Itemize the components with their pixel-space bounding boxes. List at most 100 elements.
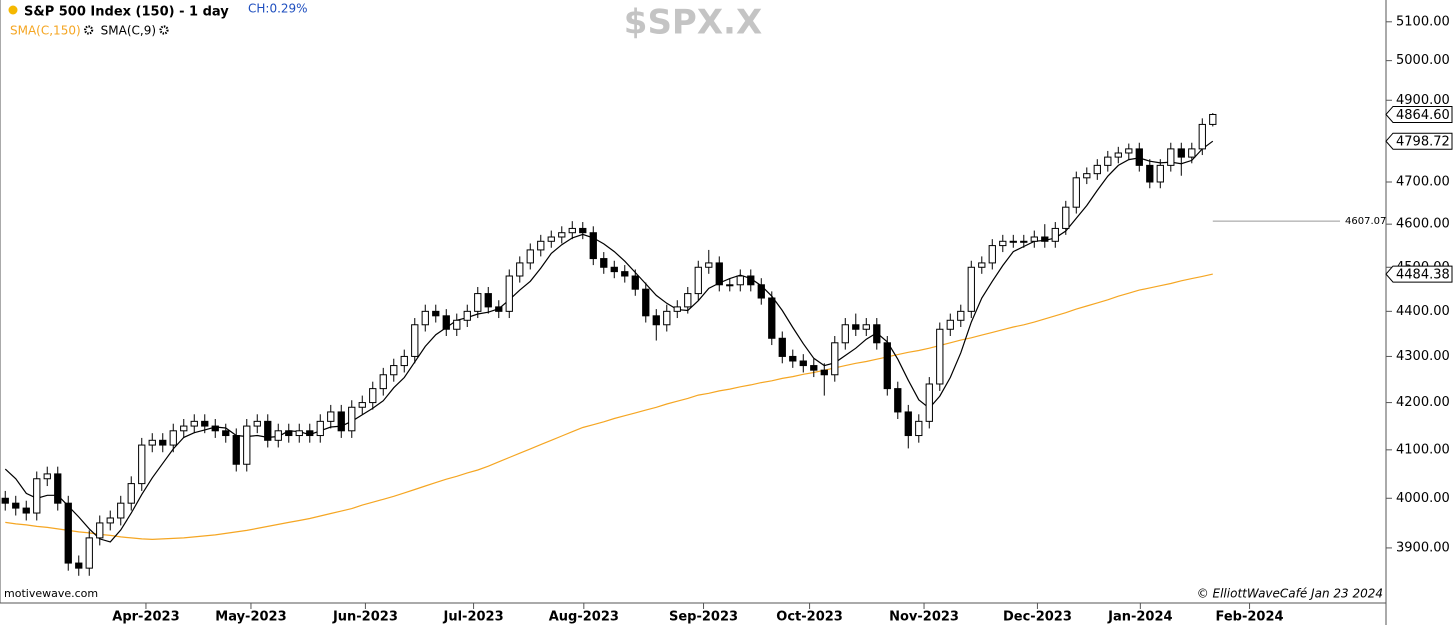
candle-body <box>600 258 608 268</box>
candle-body <box>327 411 335 422</box>
candle-body <box>1146 164 1154 183</box>
candle-body <box>1114 152 1122 158</box>
candle-body <box>526 249 534 264</box>
candle-body <box>810 365 818 371</box>
y-tick-label: 4000.00 <box>1396 491 1450 506</box>
price-tag <box>1385 105 1453 123</box>
candle-body <box>957 310 965 321</box>
candle-body <box>747 275 755 286</box>
candle-body <box>1062 206 1070 229</box>
candle-body <box>1209 113 1217 125</box>
candle-body <box>694 266 702 295</box>
candle-body <box>915 420 923 437</box>
candle-body <box>33 478 41 514</box>
candle-body <box>180 425 188 432</box>
candle-body <box>1020 240 1028 243</box>
candle-body <box>96 522 104 539</box>
candle-body <box>1051 227 1059 242</box>
candle-body <box>85 537 93 569</box>
candle-body <box>54 473 62 504</box>
candle-body <box>222 430 230 437</box>
candle-body <box>474 293 482 312</box>
candle-body <box>852 324 860 330</box>
candle-body <box>390 365 398 376</box>
candle-body <box>201 420 209 427</box>
candle-body <box>1030 236 1038 242</box>
candle-body <box>516 262 524 277</box>
candle-body <box>988 245 996 264</box>
candle-body <box>411 324 419 357</box>
x-tick-label: Sep-2023 <box>669 610 738 625</box>
candle-body <box>232 435 240 465</box>
candle-body <box>589 232 597 260</box>
candle-body <box>1 497 9 504</box>
candle-body <box>999 240 1007 247</box>
candle-body <box>421 310 429 326</box>
candle-body <box>936 328 944 385</box>
candle-body <box>1156 164 1164 183</box>
candle-body <box>904 411 912 437</box>
candle-body <box>1072 177 1080 208</box>
candle-body <box>778 337 786 357</box>
candle-body <box>873 324 881 344</box>
candle-body <box>1167 148 1175 166</box>
price-tag-label: 4798.72 <box>1396 135 1450 150</box>
candle-body <box>253 420 261 427</box>
candle-body <box>946 319 954 330</box>
candle-body <box>106 517 114 524</box>
candle-body <box>820 369 828 376</box>
candle-body <box>295 430 303 437</box>
candle-body <box>684 293 692 308</box>
y-tick-label: 4100.00 <box>1396 442 1450 457</box>
y-tick-label: 5000.00 <box>1396 53 1450 68</box>
x-tick-label: Jan-2024 <box>1107 610 1172 625</box>
legend-gear <box>84 25 94 35</box>
candle-body <box>715 262 723 286</box>
candle-body <box>306 430 314 437</box>
candle-body <box>1125 148 1133 154</box>
candle-body <box>316 420 324 437</box>
x-tick-label: Nov-2023 <box>889 610 959 625</box>
candle-body <box>453 319 461 330</box>
legend-gear <box>159 25 169 35</box>
candle-body <box>285 430 293 437</box>
candle-body <box>159 439 167 446</box>
candle-body <box>22 507 30 514</box>
candle-body <box>789 355 797 362</box>
price-tag <box>1385 265 1453 283</box>
candle-body <box>348 406 356 432</box>
candle-body <box>127 483 135 504</box>
candle-body <box>568 227 576 234</box>
candle-body <box>1083 173 1091 179</box>
candle-body <box>663 310 671 326</box>
x-tick-label: Oct-2023 <box>776 610 843 625</box>
candle-body <box>1198 123 1206 150</box>
legend-label: SMA(C,150) <box>10 24 81 38</box>
candle-body <box>369 388 377 404</box>
x-tick-label: Jun-2023 <box>332 610 398 625</box>
sma-line <box>4 140 1214 543</box>
candle-body <box>337 411 345 432</box>
candle-body <box>1188 148 1196 158</box>
sma-line <box>5 273 1213 541</box>
candle-body <box>169 430 177 446</box>
price-tag-label: 4864.60 <box>1396 108 1450 123</box>
x-tick-label: Dec-2023 <box>1003 610 1072 625</box>
candle-body <box>967 266 975 312</box>
candle-body <box>862 324 870 330</box>
candle-body <box>799 360 807 367</box>
candle-body <box>894 388 902 413</box>
candle-body <box>505 275 513 312</box>
y-tick-label: 4400.00 <box>1396 304 1450 319</box>
y-tick-label: 4600.00 <box>1396 217 1450 232</box>
candle-body <box>547 236 555 242</box>
candle-body <box>925 383 933 422</box>
candle-body <box>841 324 849 344</box>
candle-body <box>43 473 51 480</box>
candle-body <box>148 439 156 446</box>
y-tick-label: 4700.00 <box>1396 174 1450 189</box>
candle-body <box>400 355 408 367</box>
